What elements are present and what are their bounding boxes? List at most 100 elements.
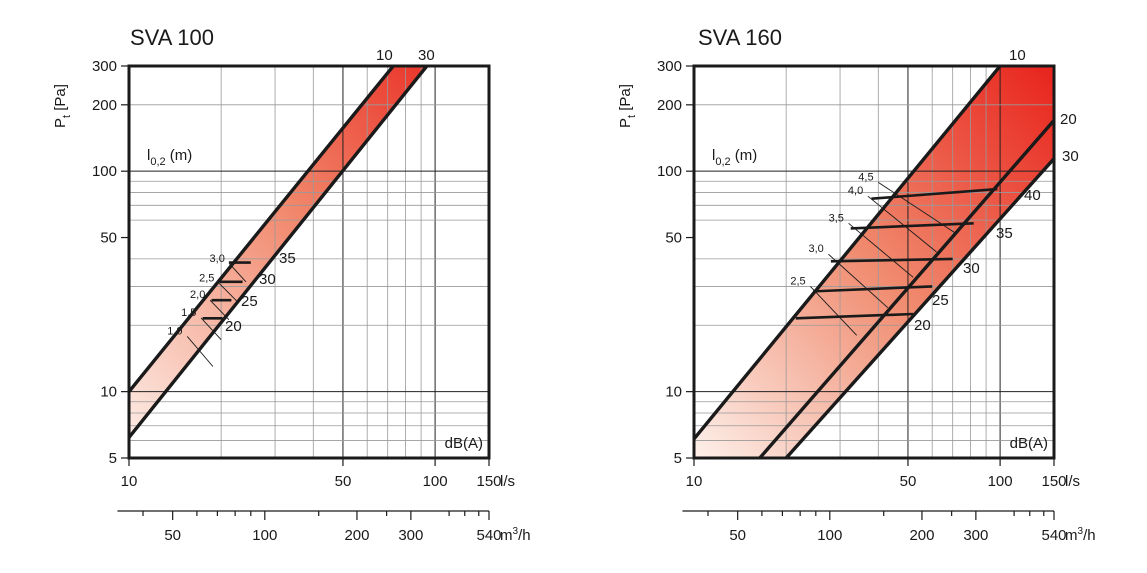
secondary-unit-tail: /h xyxy=(518,527,531,544)
secondary-unit-tail: /h xyxy=(1083,527,1096,544)
throw-label: 4,5 xyxy=(858,171,873,183)
throw-label: 3,0 xyxy=(808,243,823,255)
chart-title: SVA 100 xyxy=(130,25,214,50)
throw-label: 3,5 xyxy=(829,212,844,224)
sound-level-label: 25 xyxy=(241,293,258,310)
secondary-unit-base: m xyxy=(1065,527,1078,544)
secondary-tick-label: 50 xyxy=(164,527,181,544)
throw-label: 3,0 xyxy=(210,253,225,265)
y-tick-label: 200 xyxy=(92,97,117,114)
secondary-unit-base: m xyxy=(500,527,513,544)
sound-unit-label: dB(A) xyxy=(445,435,483,452)
secondary-tick-label: 300 xyxy=(963,527,988,544)
throw-legend-subscript: 0,2 xyxy=(150,156,165,168)
secondary-unit-superscript: 3 xyxy=(513,526,519,537)
throw-legend-main: l xyxy=(712,147,715,164)
x-tick-label: 10 xyxy=(121,473,138,490)
throw-label: 2,0 xyxy=(190,289,205,301)
y-tick-label: 300 xyxy=(657,58,682,75)
x-tick-label: 50 xyxy=(900,473,917,490)
boundary-line xyxy=(784,156,1054,458)
sound-unit-label: dB(A) xyxy=(1010,435,1048,452)
sound-level-line xyxy=(795,312,914,320)
boundary-label: 10 xyxy=(1009,47,1026,64)
y-axis-label: Pt [Pa] xyxy=(617,84,638,128)
secondary-tick-label: 200 xyxy=(344,527,369,544)
secondary-tick-label: 300 xyxy=(398,527,423,544)
y-tick-label: 50 xyxy=(665,230,682,247)
secondary-tick-label: 540 xyxy=(476,527,501,544)
x-tick-label: 100 xyxy=(988,473,1013,490)
boundary-line xyxy=(129,66,429,440)
secondary-unit-superscript: 3 xyxy=(1078,526,1084,537)
y-axis-label-main: P xyxy=(617,118,634,128)
x-tick-label: 10 xyxy=(686,473,703,490)
x-tick-label: 50 xyxy=(335,473,352,490)
boundary-label: 30 xyxy=(1062,148,1079,165)
sound-level-label: 40 xyxy=(1024,187,1041,204)
throw-label: 2,5 xyxy=(199,272,214,284)
throw-line xyxy=(810,286,858,336)
x-axis-unit-label: l/s xyxy=(500,473,515,490)
throw-legend-unit: (m) xyxy=(731,147,758,164)
y-tick-label: 200 xyxy=(657,97,682,114)
throw-legend-main: l xyxy=(147,147,150,164)
boundary-label: 30 xyxy=(418,47,435,64)
plot-frame xyxy=(127,64,491,460)
throw-line xyxy=(848,222,914,278)
y-axis-label-unit: [Pa] xyxy=(617,84,634,115)
y-tick-label: 5 xyxy=(674,450,682,467)
chart-title: SVA 160 xyxy=(698,25,782,50)
boundary-label: 20 xyxy=(1060,111,1077,128)
y-tick-label: 5 xyxy=(109,450,117,467)
secondary-tick-label: 50 xyxy=(729,527,746,544)
boundary-line xyxy=(694,66,1002,441)
secondary-tick-label: 200 xyxy=(909,527,934,544)
y-tick-label: 10 xyxy=(100,384,117,401)
y-axis-label-unit: [Pa] xyxy=(52,84,69,115)
operating-range-band xyxy=(694,66,1054,458)
sound-level-label: 20 xyxy=(225,318,242,335)
throw-line xyxy=(200,317,222,341)
secondary-axis-unit-label: m3/h xyxy=(500,526,531,544)
secondary-tick-label: 100 xyxy=(817,527,842,544)
plot-frame xyxy=(692,64,1056,460)
boundary-label: 10 xyxy=(376,47,393,64)
throw-label: 2,5 xyxy=(790,275,805,287)
sound-level-line xyxy=(813,285,933,293)
y-axis-label-subscript: t xyxy=(61,115,73,118)
throw-legend-label: l0,2 (m) xyxy=(147,147,192,168)
y-tick-label: 100 xyxy=(92,163,117,180)
throw-legend-unit: (m) xyxy=(166,147,193,164)
sound-level-label: 35 xyxy=(996,225,1013,242)
y-axis-label: Pt [Pa] xyxy=(52,84,73,128)
throw-legend-label: l0,2 (m) xyxy=(712,147,757,168)
y-axis-label-subscript: t xyxy=(626,115,638,118)
sound-level-label: 30 xyxy=(259,271,276,288)
secondary-tick-label: 100 xyxy=(252,527,277,544)
throw-line xyxy=(867,195,937,253)
x-tick-label: 150 xyxy=(1041,473,1066,490)
sound-level-label: 35 xyxy=(279,250,296,267)
x-axis-unit-label: l/s xyxy=(1065,473,1080,490)
throw-line xyxy=(218,282,238,302)
y-tick-label: 10 xyxy=(665,384,682,401)
x-tick-label: 100 xyxy=(423,473,448,490)
sound-level-label: 30 xyxy=(963,260,980,277)
throw-legend-subscript: 0,2 xyxy=(715,156,730,168)
sound-level-line xyxy=(850,222,974,230)
y-tick-label: 50 xyxy=(100,230,117,247)
boundary-line xyxy=(129,66,395,394)
throw-label: 4,0 xyxy=(848,185,863,197)
sound-level-label: 25 xyxy=(932,292,949,309)
y-tick-label: 100 xyxy=(657,163,682,180)
boundary-line xyxy=(758,118,1054,458)
secondary-axis-unit-label: m3/h xyxy=(1065,526,1096,544)
secondary-tick-label: 540 xyxy=(1041,527,1066,544)
x-tick-label: 150 xyxy=(476,473,501,490)
y-tick-label: 300 xyxy=(92,58,117,75)
y-axis-label-main: P xyxy=(52,118,69,128)
sound-level-label: 20 xyxy=(914,317,931,334)
